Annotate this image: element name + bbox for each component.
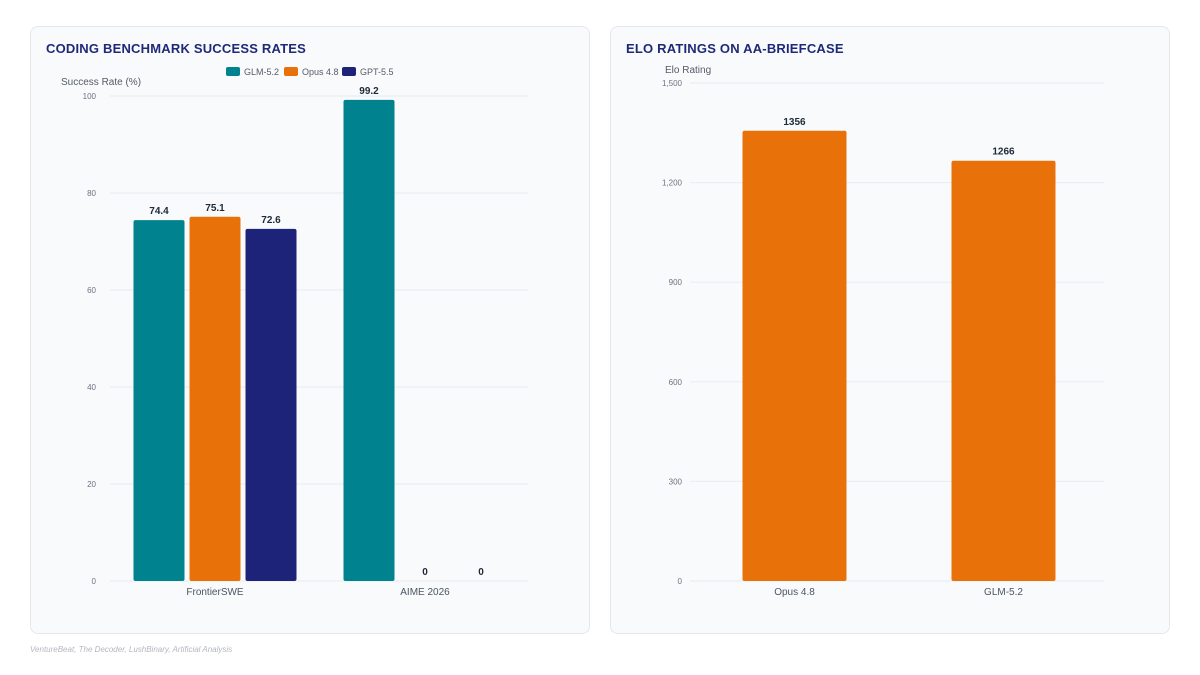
chart-title: ELO RATINGS ON AA-BRIEFCASE <box>626 41 844 56</box>
x-tick-label: Opus 4.8 <box>774 587 815 598</box>
y-tick-label: 20 <box>87 480 96 489</box>
legend-swatch <box>342 67 356 76</box>
coding-benchmark-panel: CODING BENCHMARK SUCCESS RATES Success R… <box>30 26 590 634</box>
y-tick-label: 300 <box>669 477 683 486</box>
y-tick-label: 0 <box>92 577 97 586</box>
y-tick-label: 900 <box>669 278 683 287</box>
x-tick-label: AIME 2026 <box>400 587 450 598</box>
data-label: 99.2 <box>359 86 379 97</box>
source-note: VentureBeat, The Decoder, LushBinary, Ar… <box>30 645 233 654</box>
data-label: 1266 <box>992 147 1015 158</box>
elo-ratings-chart: Elo Rating 0 300 600 900 1,200 1,500 1356 Opus 4… <box>662 65 1104 598</box>
elo-ratings-panel: ELO RATINGS ON AA-BRIEFCASE Elo Rating 0 3… <box>610 26 1170 634</box>
y-tick-label: 0 <box>678 577 683 586</box>
x-tick-label: FrontierSWE <box>186 587 244 598</box>
y-tick-label: 80 <box>87 189 96 198</box>
bar-glm-5-2 <box>343 99 395 581</box>
data-label: 75.1 <box>205 203 225 214</box>
data-label: 0 <box>478 567 484 578</box>
y-tick-label: 600 <box>669 378 683 387</box>
y-axis-label: Elo Rating <box>665 65 711 76</box>
data-label: 74.4 <box>149 206 169 217</box>
legend-swatch <box>284 67 298 76</box>
legend-swatch <box>226 67 240 76</box>
y-tick-label: 60 <box>87 286 96 295</box>
coding-benchmark-chart: Success Rate (%) 0 20 40 60 80 100 GLM-5.2 Opus … <box>61 67 528 598</box>
chart-title: CODING BENCHMARK SUCCESS RATES <box>46 41 306 56</box>
legend-label: GLM-5.2 <box>244 67 279 77</box>
y-axis-label: Success Rate (%) <box>61 77 141 88</box>
bar-opus-4-8 <box>189 216 241 581</box>
legend-label: GPT-5.5 <box>360 67 394 77</box>
y-tick-label: 100 <box>83 92 97 101</box>
bar-elo-rating <box>742 130 847 582</box>
data-label: 72.6 <box>261 215 281 226</box>
data-label: 1356 <box>783 117 806 128</box>
bar-glm-5-2 <box>133 220 185 581</box>
y-tick-label: 1,200 <box>662 179 683 188</box>
legend-label: Opus 4.8 <box>302 67 339 77</box>
bar-gpt-5-5 <box>245 228 297 581</box>
x-tick-label: GLM-5.2 <box>984 587 1023 598</box>
data-label: 0 <box>422 567 428 578</box>
y-tick-label: 40 <box>87 383 96 392</box>
bar-elo-rating <box>951 160 1056 582</box>
y-tick-label: 1,500 <box>662 79 683 88</box>
